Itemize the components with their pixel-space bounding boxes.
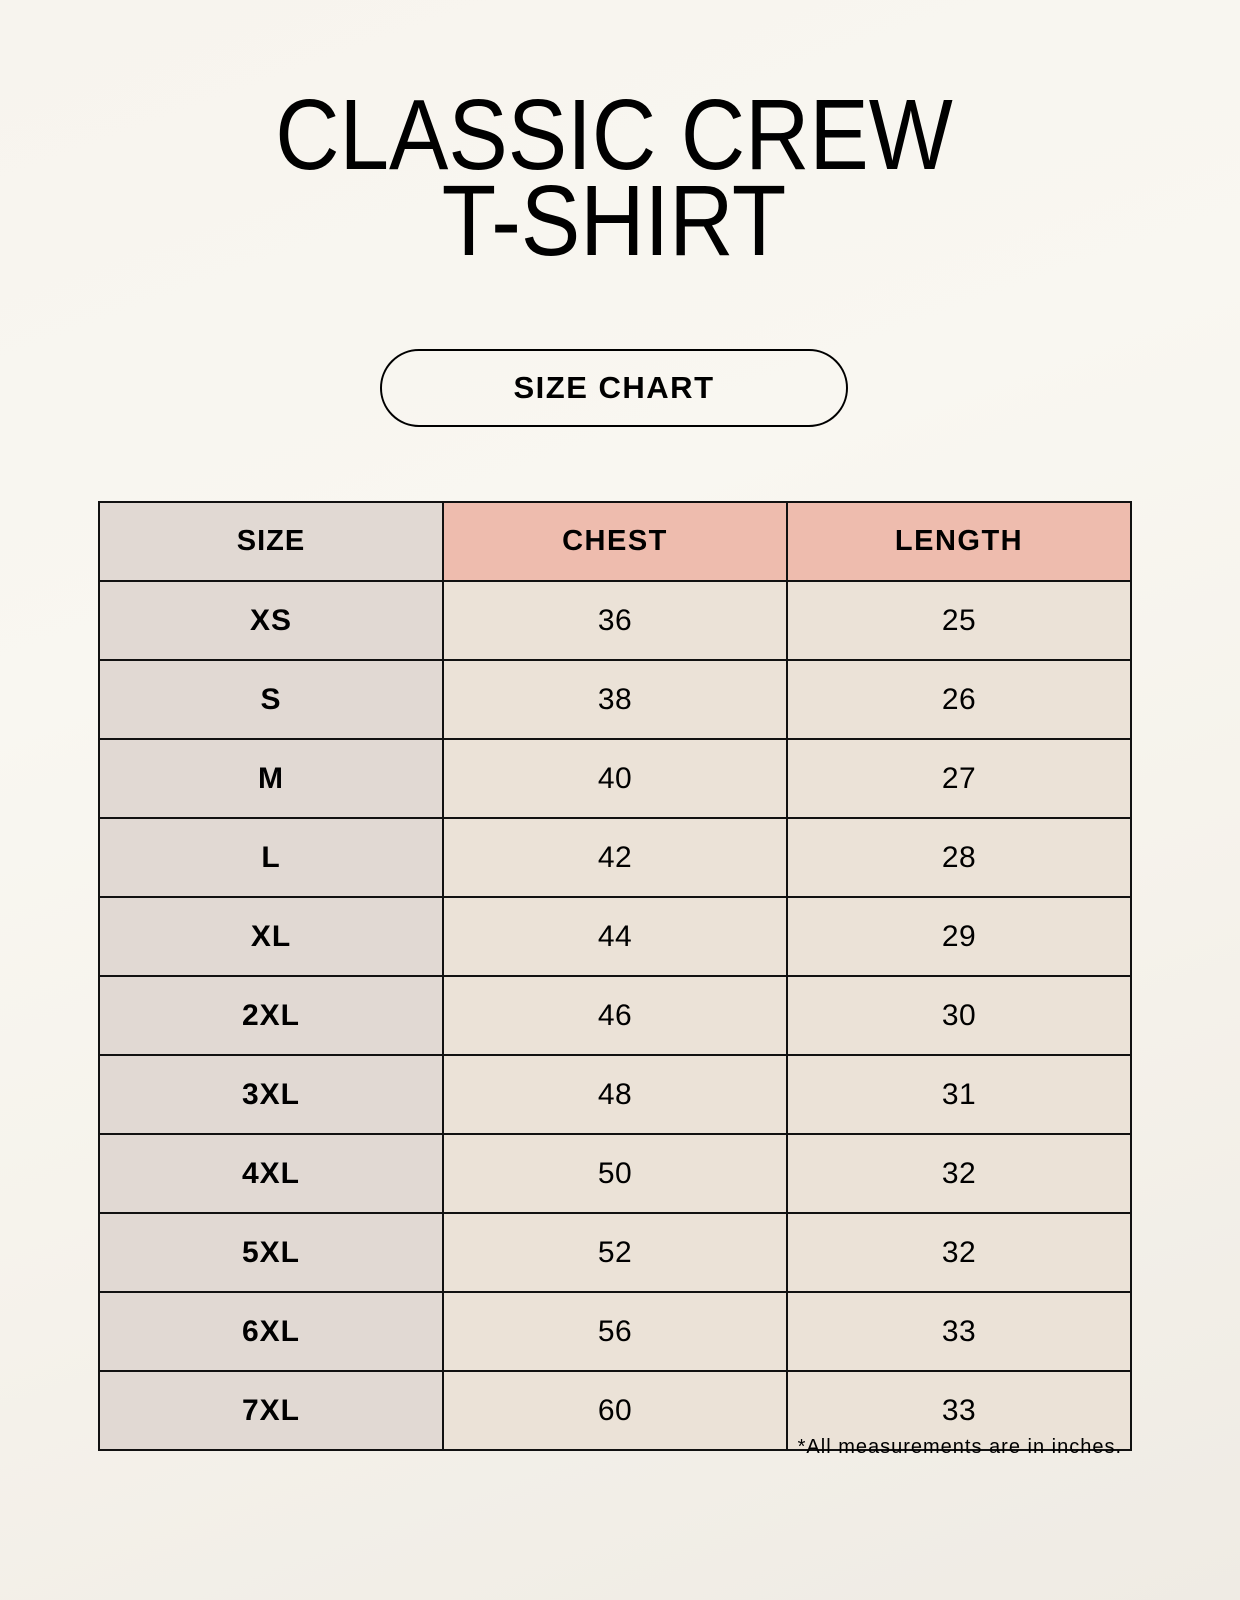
length-cell: 25 xyxy=(786,580,1132,661)
size-table: SIZE CHEST LENGTH XS 36 25 S 38 26 M 40 27 L 42 28 X… xyxy=(98,501,1132,1451)
header-size: SIZE xyxy=(98,501,444,582)
table-row: S 38 26 xyxy=(98,659,1132,740)
size-cell: 7XL xyxy=(98,1370,444,1451)
chest-cell: 56 xyxy=(442,1291,788,1372)
size-chart-badge: SIZE CHART xyxy=(380,349,848,427)
chest-cell: 52 xyxy=(442,1212,788,1293)
length-cell: 31 xyxy=(786,1054,1132,1135)
size-cell: XS xyxy=(98,580,444,661)
chest-cell: 50 xyxy=(442,1133,788,1214)
size-cell: L xyxy=(98,817,444,898)
chest-cell: 60 xyxy=(442,1370,788,1451)
size-cell: S xyxy=(98,659,444,740)
size-cell: 4XL xyxy=(98,1133,444,1214)
length-cell: 26 xyxy=(786,659,1132,740)
footnote: *All measurements are in inches. xyxy=(797,1436,1122,1458)
table-row: 7XL 60 33 xyxy=(98,1370,1132,1451)
size-cell: 6XL xyxy=(98,1291,444,1372)
length-cell: 30 xyxy=(786,975,1132,1056)
table-row: 3XL 48 31 xyxy=(98,1054,1132,1135)
table-row: 6XL 56 33 xyxy=(98,1291,1132,1372)
title-line-1: CLASSIC CREW xyxy=(275,79,953,191)
page-title: CLASSIC CREW T-SHIRT xyxy=(0,79,1228,277)
size-cell: 3XL xyxy=(98,1054,444,1135)
header-length: LENGTH xyxy=(786,501,1132,582)
table-row: M 40 27 xyxy=(98,738,1132,819)
length-cell: 32 xyxy=(786,1212,1132,1293)
table-row: 5XL 52 32 xyxy=(98,1212,1132,1293)
chest-cell: 40 xyxy=(442,738,788,819)
size-cell: M xyxy=(98,738,444,819)
table-row: XS 36 25 xyxy=(98,580,1132,661)
table-header-row: SIZE CHEST LENGTH xyxy=(98,501,1132,582)
length-cell: 28 xyxy=(786,817,1132,898)
length-cell: 27 xyxy=(786,738,1132,819)
chest-cell: 36 xyxy=(442,580,788,661)
table-row: L 42 28 xyxy=(98,817,1132,898)
size-cell: XL xyxy=(98,896,444,977)
length-cell: 33 xyxy=(786,1291,1132,1372)
chest-cell: 38 xyxy=(442,659,788,740)
length-cell: 33 xyxy=(786,1370,1132,1451)
table-row: 2XL 46 30 xyxy=(98,975,1132,1056)
chest-cell: 46 xyxy=(442,975,788,1056)
length-cell: 32 xyxy=(786,1133,1132,1214)
chest-cell: 42 xyxy=(442,817,788,898)
length-cell: 29 xyxy=(786,896,1132,977)
title-line-2: T-SHIRT xyxy=(441,165,787,277)
table-row: 4XL 50 32 xyxy=(98,1133,1132,1214)
chest-cell: 44 xyxy=(442,896,788,977)
header-chest: CHEST xyxy=(442,501,788,582)
size-cell: 5XL xyxy=(98,1212,444,1293)
table-row: XL 44 29 xyxy=(98,896,1132,977)
chest-cell: 48 xyxy=(442,1054,788,1135)
size-cell: 2XL xyxy=(98,975,444,1056)
